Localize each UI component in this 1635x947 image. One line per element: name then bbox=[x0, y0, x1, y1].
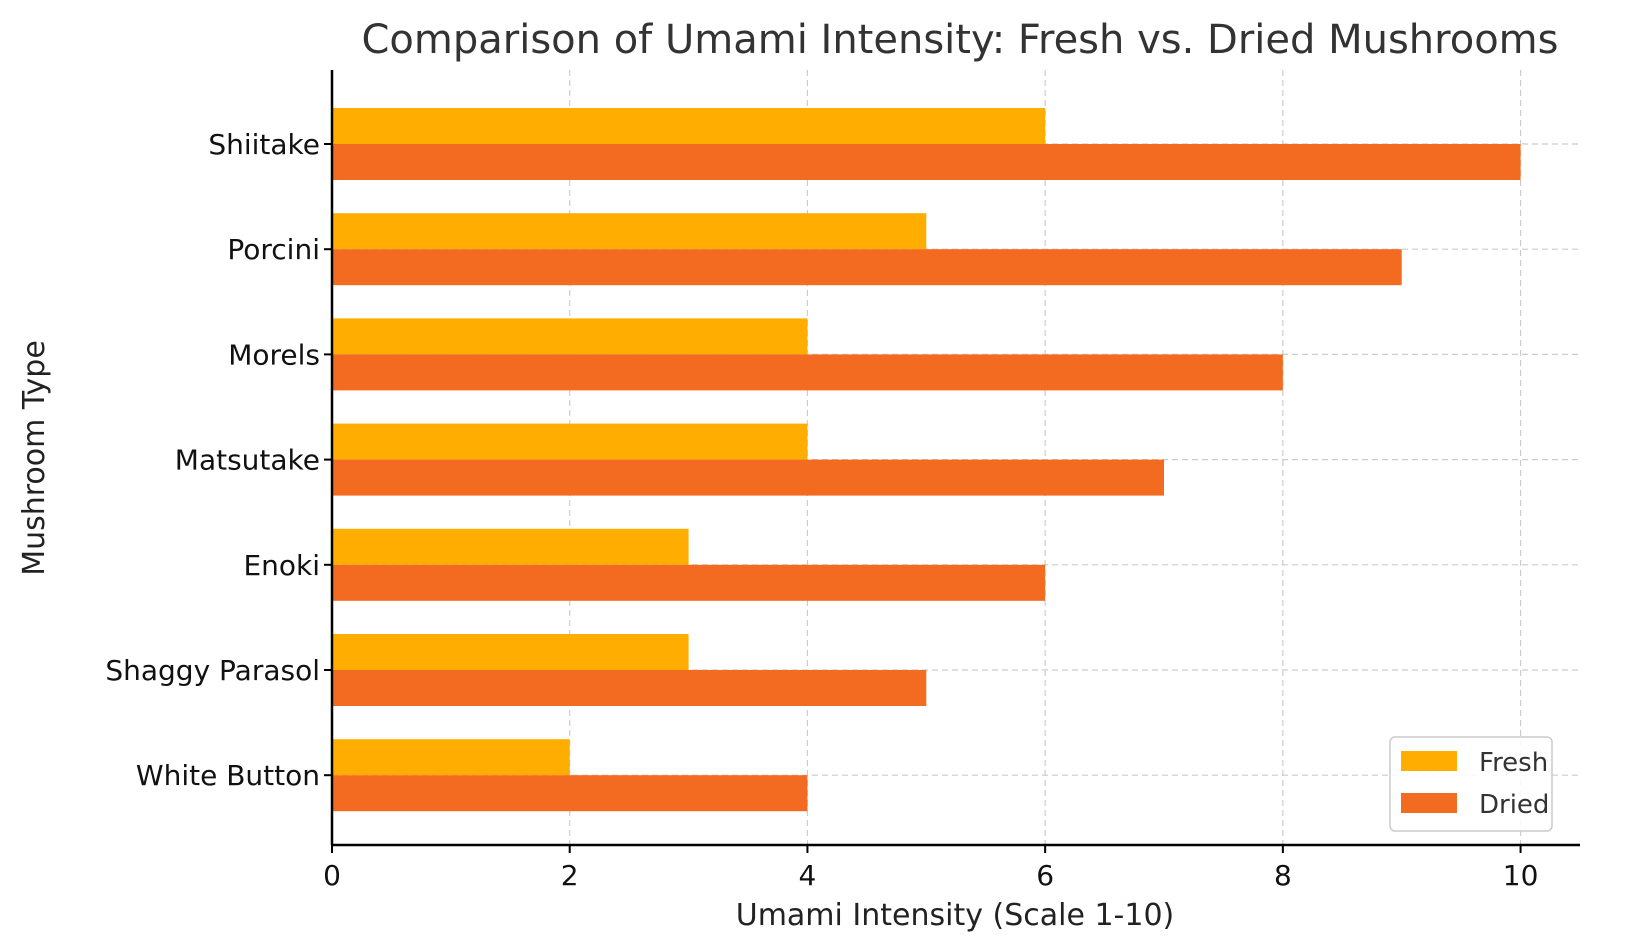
legend: Fresh Dried bbox=[1389, 736, 1553, 832]
x-tick-label: 2 bbox=[561, 859, 579, 892]
y-tick-label: Porcini bbox=[227, 233, 320, 266]
bar-fresh-matsutake bbox=[332, 423, 808, 460]
bars bbox=[332, 108, 1521, 812]
y-axis-ticks: Shiitake Porcini Morels Matsutake Enoki Shagg… bbox=[105, 128, 332, 792]
legend-label-dried: Dried bbox=[1479, 790, 1549, 820]
x-tick-label: 0 bbox=[323, 859, 341, 892]
bar-dried-shiitake bbox=[332, 144, 1521, 180]
y-tick-label: Shaggy Parasol bbox=[105, 654, 320, 687]
chart-title: Comparison of Umami Intensity: Fresh vs.… bbox=[362, 17, 1559, 63]
legend-swatch-fresh bbox=[1401, 751, 1457, 771]
legend-label-fresh: Fresh bbox=[1479, 748, 1548, 778]
bar-fresh-shiitake bbox=[332, 108, 1046, 144]
x-tick-label: 6 bbox=[1036, 859, 1054, 892]
bar-fresh-shaggy-parasol bbox=[332, 634, 689, 670]
bar-fresh-white-button bbox=[332, 739, 570, 776]
x-tick-label: 8 bbox=[1274, 859, 1292, 892]
x-tick-label: 10 bbox=[1503, 859, 1539, 892]
y-tick-label: Morels bbox=[228, 338, 320, 371]
y-tick-label: Matsutake bbox=[175, 444, 320, 477]
bar-dried-enoki bbox=[332, 564, 1046, 601]
y-axis-label: Mushroom Type bbox=[17, 340, 52, 576]
bar-fresh-morels bbox=[332, 318, 808, 355]
bar-dried-porcini bbox=[332, 249, 1402, 286]
bar-dried-white-button bbox=[332, 775, 808, 812]
x-axis-ticks: 0 2 4 6 8 10 bbox=[323, 845, 1538, 892]
x-axis-label: Umami Intensity (Scale 1-10) bbox=[736, 898, 1175, 933]
bar-fresh-enoki bbox=[332, 528, 689, 565]
x-tick-label: 4 bbox=[799, 859, 817, 892]
bar-dried-shaggy-parasol bbox=[332, 670, 927, 706]
bar-dried-morels bbox=[332, 354, 1283, 391]
y-tick-label: Enoki bbox=[243, 549, 320, 582]
y-tick-label: White Button bbox=[136, 759, 320, 792]
y-tick-label: Shiitake bbox=[208, 128, 320, 161]
legend-swatch-dried bbox=[1401, 793, 1457, 813]
bar-fresh-porcini bbox=[332, 213, 927, 250]
bar-dried-matsutake bbox=[332, 459, 1164, 496]
